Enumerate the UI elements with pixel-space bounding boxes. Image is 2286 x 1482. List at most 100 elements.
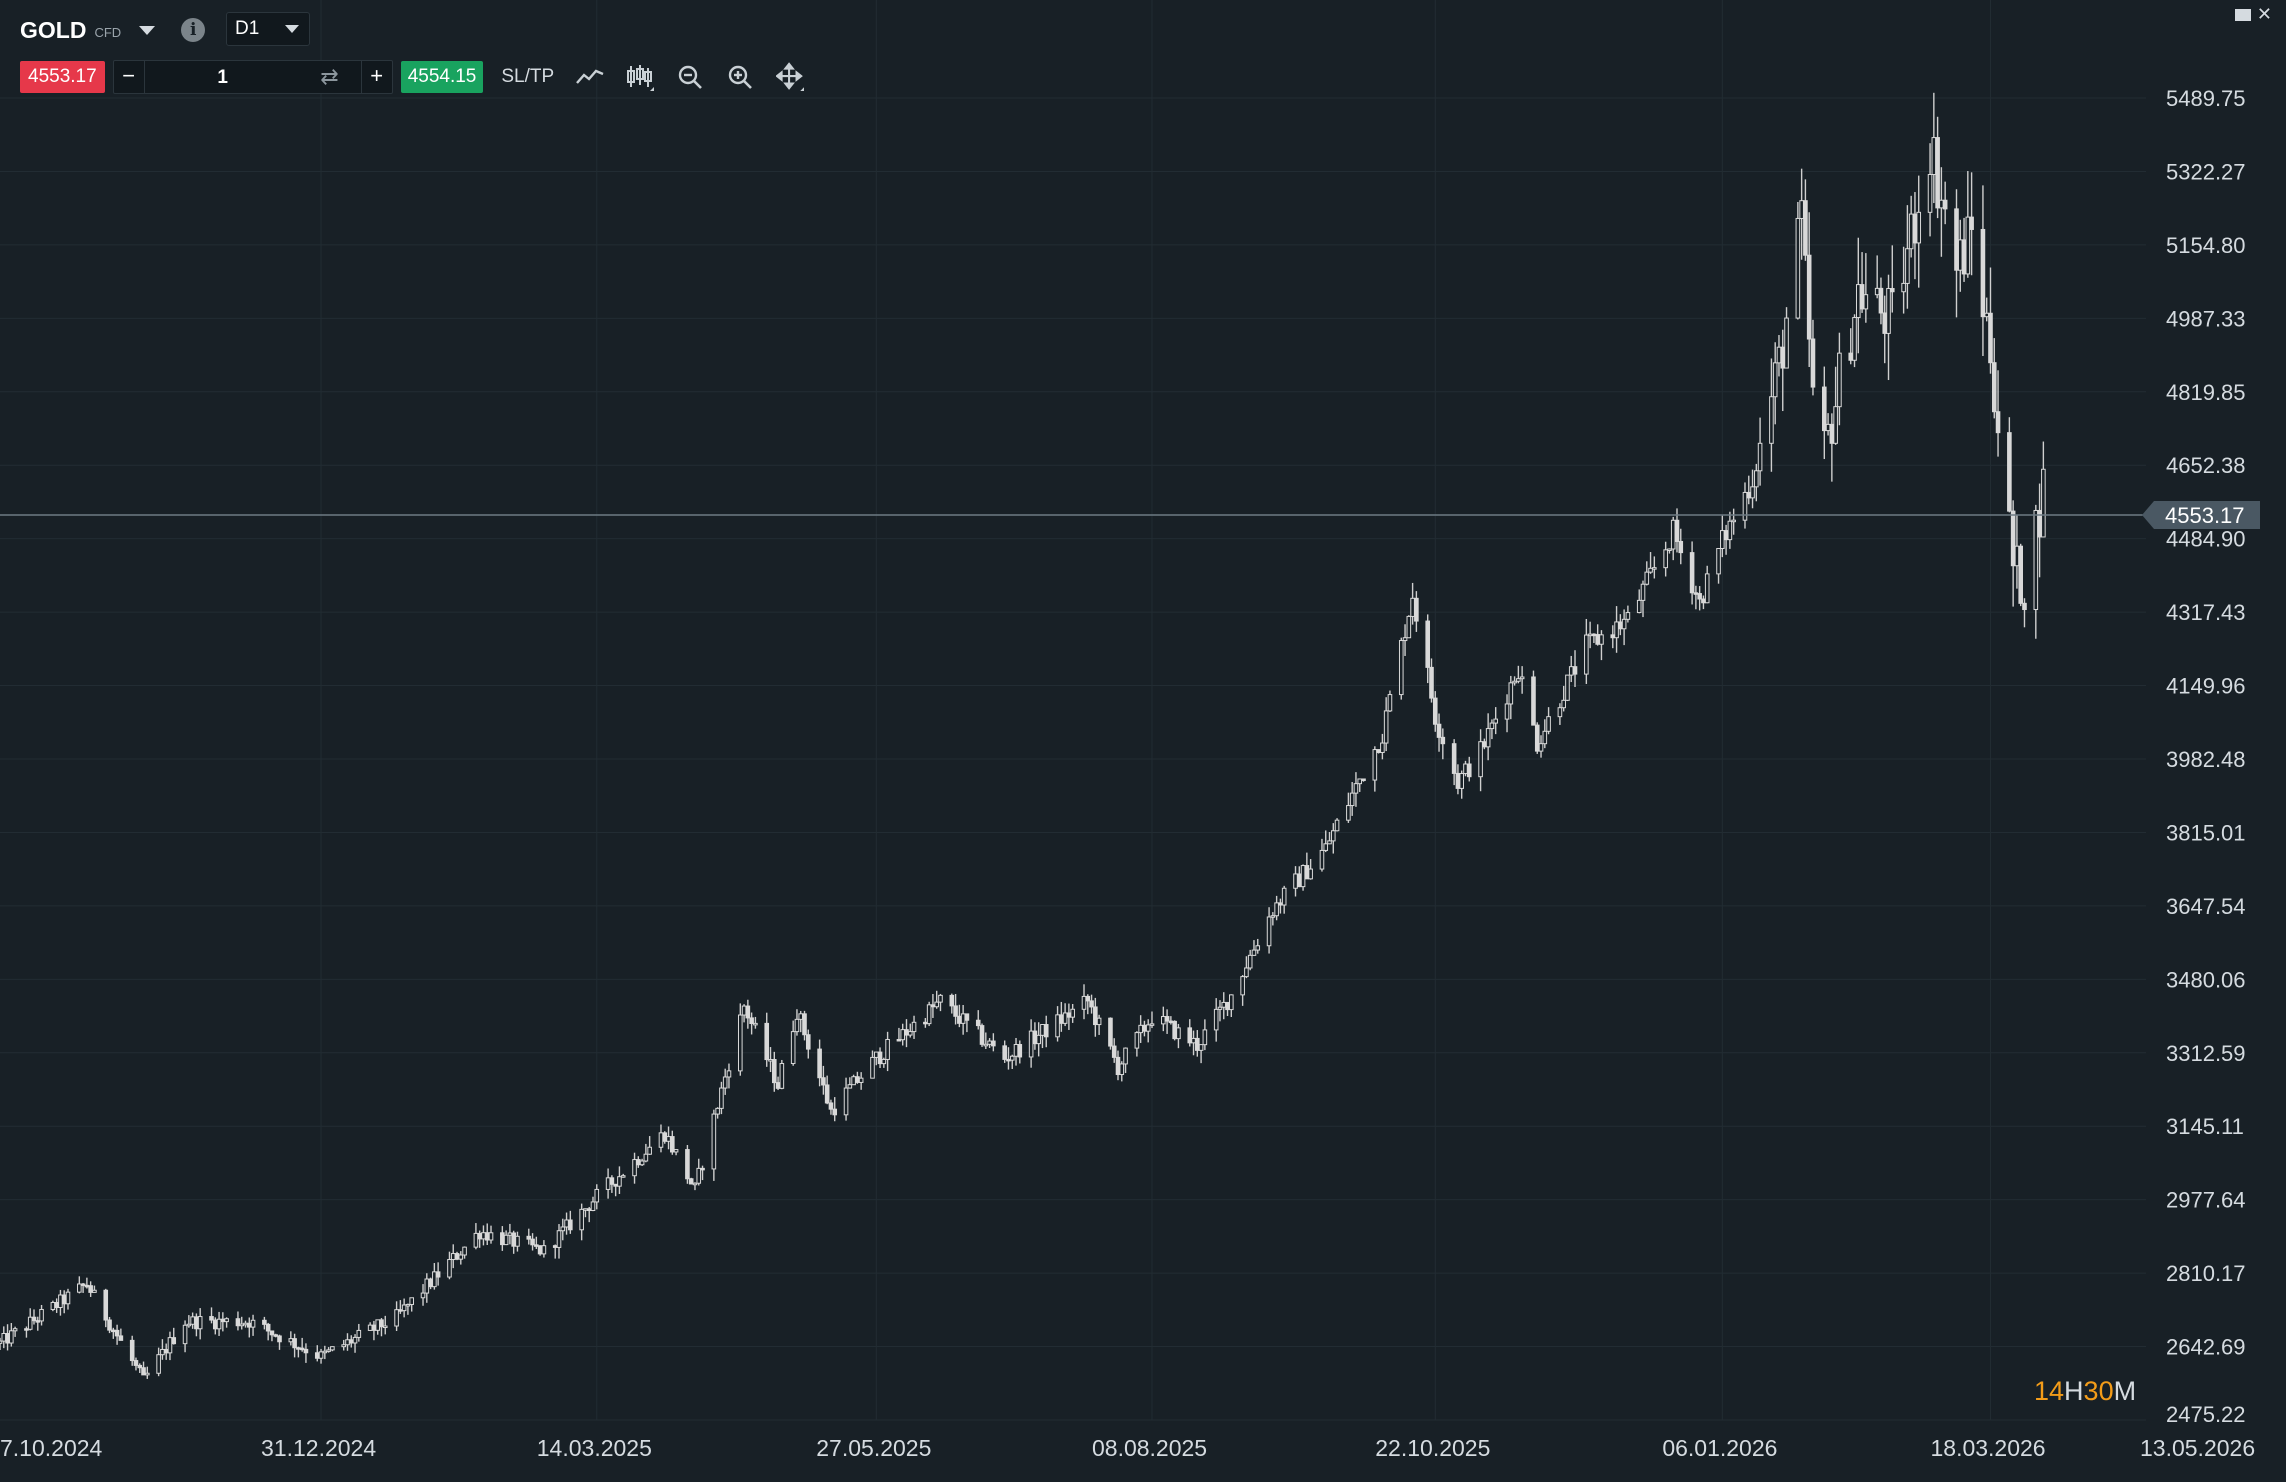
candle [1466, 756, 1472, 782]
candle [1482, 738, 1487, 750]
candle [12, 1326, 18, 1337]
candle [379, 1318, 384, 1337]
increase-button[interactable]: + [370, 63, 384, 88]
zoom-in-icon[interactable] [726, 63, 754, 91]
candle [1689, 541, 1695, 605]
candle [382, 1315, 388, 1335]
candle [828, 1099, 834, 1115]
candle [462, 1246, 467, 1259]
zoom-out-icon[interactable] [676, 63, 704, 91]
candle [1040, 1024, 1045, 1049]
y-tick-label: 4149.96 [2166, 674, 2246, 699]
candle [1780, 329, 1786, 412]
candle [220, 1312, 226, 1332]
close-icon[interactable]: ✕ [2256, 4, 2272, 24]
candle [1327, 832, 1332, 845]
candle [58, 1289, 63, 1316]
candle [1670, 516, 1676, 561]
candle [1595, 624, 1600, 646]
candle [1757, 417, 1763, 486]
candle [896, 1027, 902, 1042]
candle [817, 1039, 822, 1087]
y-tick-label: 4987.33 [2166, 306, 2246, 331]
candles-icon[interactable] [626, 63, 655, 91]
quantity-value: 1 [217, 67, 228, 88]
current-price-label: 4553.17 [2165, 503, 2245, 528]
candle [1825, 413, 1831, 436]
sell-button[interactable]: 4553.17 [20, 61, 105, 93]
candle [507, 1223, 513, 1245]
candle [9, 1323, 14, 1347]
candle [636, 1156, 641, 1168]
candle [160, 1339, 165, 1360]
candle [1587, 621, 1593, 649]
y-tick-label: 3312.59 [2166, 1041, 2246, 1066]
info-icon[interactable]: i [181, 18, 206, 42]
candle [186, 1315, 192, 1328]
candle [1704, 565, 1710, 604]
candle [1720, 515, 1725, 558]
candle [1723, 524, 1729, 555]
swap-icon[interactable]: ⇄ [320, 64, 339, 89]
candle [88, 1281, 93, 1297]
candle [2018, 543, 2024, 607]
candle [243, 1320, 248, 1328]
candle [643, 1143, 649, 1163]
candle [579, 1203, 584, 1241]
y-tick-label: 4484.90 [2166, 527, 2246, 552]
candle [1478, 729, 1483, 792]
symbol-dropdown-icon[interactable] [139, 25, 156, 35]
candle [322, 1345, 328, 1360]
candle [1383, 697, 1389, 752]
candle [541, 1240, 547, 1258]
time-axis: 7.10.2024 31.12.2024 14.03.2025 27.05.2025 0… [0, 1435, 2255, 1461]
decrease-button[interactable]: − [122, 63, 136, 88]
candle [107, 1316, 112, 1334]
candle [851, 1074, 856, 1086]
candle [1108, 1017, 1113, 1050]
candle [1504, 694, 1510, 733]
x-tick-label: 14.03.2025 [537, 1435, 652, 1461]
minimize-icon[interactable] [2234, 8, 2251, 21]
symbol-name[interactable]: GOLD [20, 16, 87, 43]
candle [1043, 1015, 1049, 1048]
candle [1572, 650, 1578, 688]
candle [500, 1226, 505, 1251]
candle [1274, 895, 1279, 921]
candle [1334, 818, 1340, 832]
candle [141, 1361, 146, 1376]
candle [560, 1218, 566, 1241]
candle [1489, 719, 1495, 740]
candle [2022, 598, 2027, 628]
candle [1380, 733, 1385, 760]
candle [1308, 859, 1313, 880]
candle [1882, 295, 1888, 364]
candle [1640, 580, 1646, 618]
candle [1270, 912, 1276, 926]
candle [1806, 212, 1812, 367]
x-tick-label: 27.05.2025 [816, 1435, 931, 1461]
candle [855, 1071, 860, 1084]
buy-button[interactable]: 4554.15 [400, 61, 484, 93]
candle [568, 1210, 573, 1234]
crosshair-move-icon[interactable] [776, 62, 805, 91]
candle [926, 1001, 932, 1027]
candle [1093, 997, 1098, 1037]
candle [745, 999, 751, 1029]
candle [2033, 504, 2039, 639]
candle [605, 1168, 611, 1199]
quantity-input[interactable]: 1 ⇄ [143, 61, 362, 93]
candle [1833, 366, 1838, 445]
line-chart-icon[interactable] [576, 63, 604, 91]
candle [1138, 1015, 1143, 1043]
candle [805, 1029, 811, 1059]
candle [885, 1031, 890, 1072]
candle [1621, 609, 1627, 646]
candle [454, 1251, 460, 1261]
candle [979, 1023, 985, 1047]
candle [688, 1177, 694, 1185]
candle [1769, 358, 1774, 472]
timeframe-select[interactable]: D1 [226, 12, 310, 46]
sltp-button[interactable]: SL/TP [501, 66, 555, 87]
